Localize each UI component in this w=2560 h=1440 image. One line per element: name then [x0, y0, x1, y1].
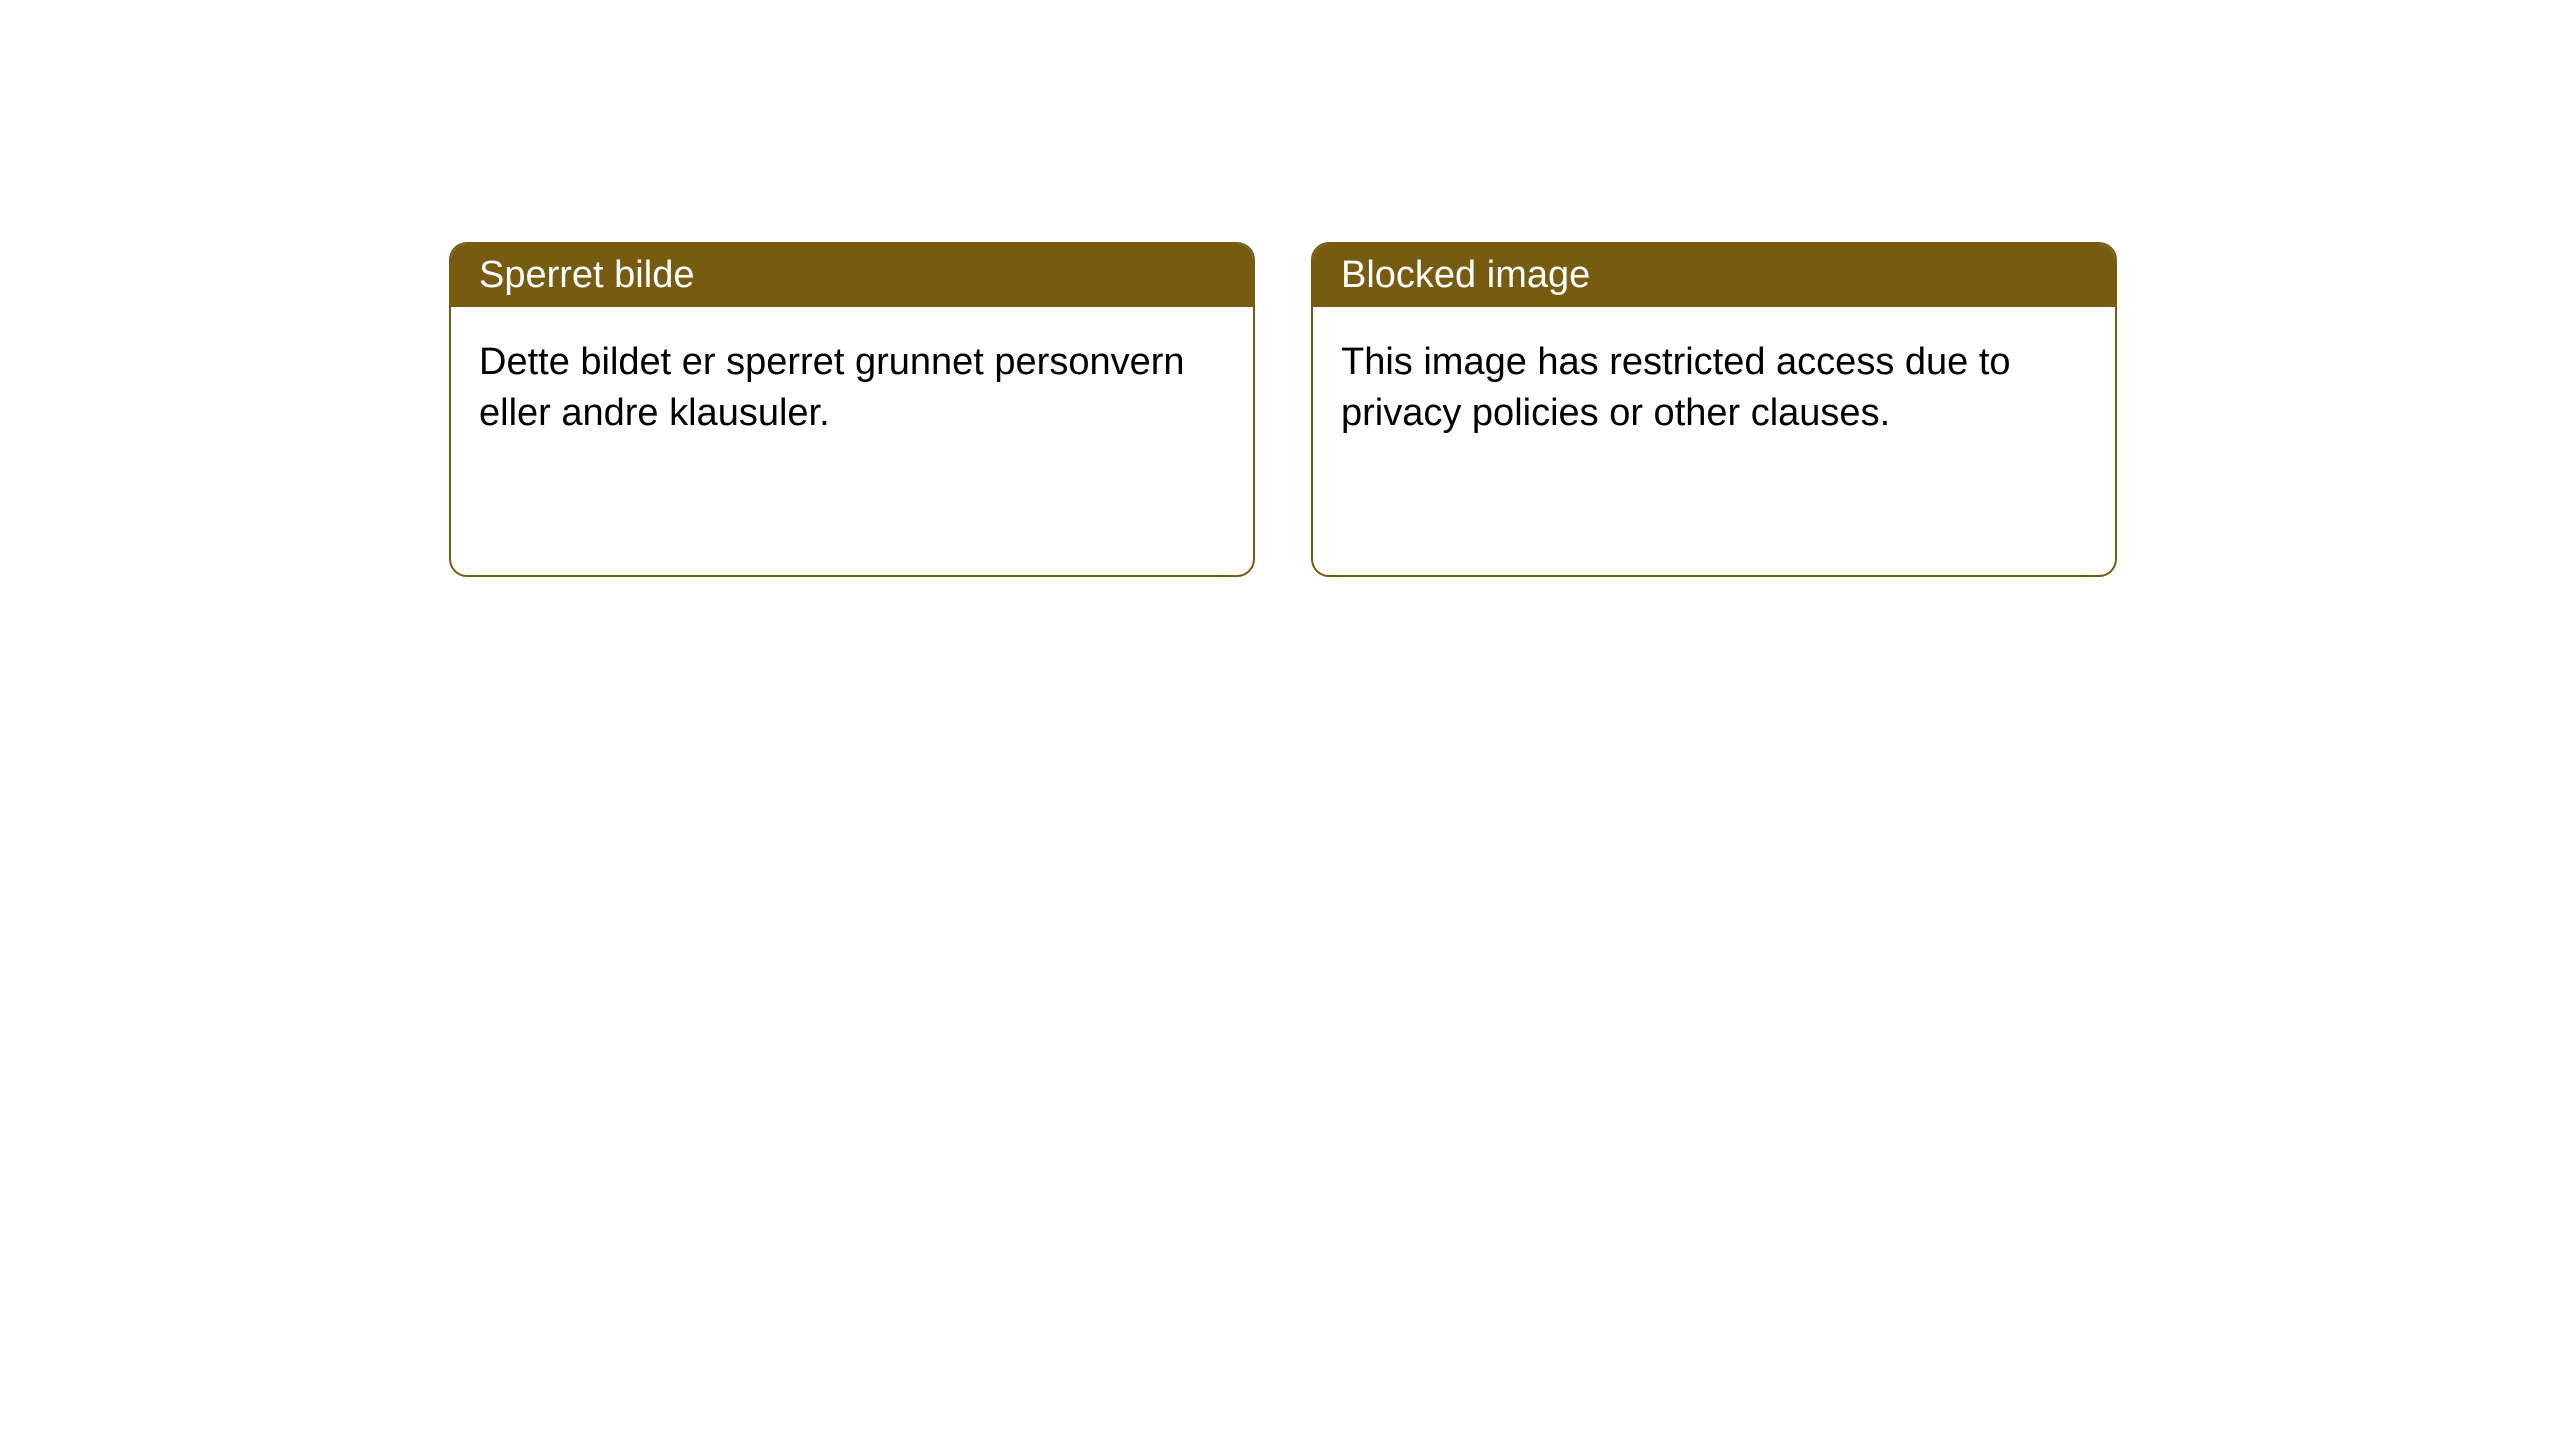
panel-english: Blocked image This image has restricted …	[1311, 242, 2117, 577]
panels-container: Sperret bilde Dette bildet er sperret gr…	[0, 0, 2560, 577]
panel-title: Blocked image	[1341, 254, 1590, 296]
panel-norwegian: Sperret bilde Dette bildet er sperret gr…	[449, 242, 1255, 577]
panel-header-norwegian: Sperret bilde	[451, 244, 1253, 307]
panel-title: Sperret bilde	[479, 254, 694, 296]
panel-text: Dette bildet er sperret grunnet personve…	[479, 337, 1225, 440]
panel-body-english: This image has restricted access due to …	[1313, 307, 2115, 575]
panel-body-norwegian: Dette bildet er sperret grunnet personve…	[451, 307, 1253, 575]
panel-text: This image has restricted access due to …	[1341, 337, 2087, 440]
panel-header-english: Blocked image	[1313, 244, 2115, 307]
